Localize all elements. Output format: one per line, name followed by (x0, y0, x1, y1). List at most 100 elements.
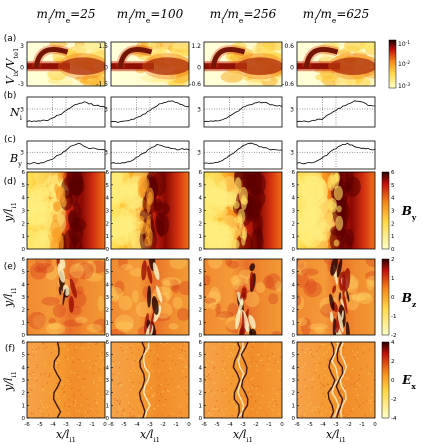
map-ytick: 4 (199, 196, 203, 202)
map-ytick: 5 (22, 183, 26, 189)
map-ytick: 3 (22, 295, 26, 301)
profile-ytick: 3 (20, 107, 24, 114)
profile-line (203, 142, 283, 164)
map-ytick: 1 (199, 234, 203, 240)
profile-panel: 3 (20, 140, 106, 170)
map-ytick: 4 (199, 365, 203, 371)
row-label-b: (b) (4, 91, 17, 101)
map-ytick: 0 (199, 416, 203, 422)
xtick: -2 (253, 422, 258, 428)
xtick: -2 (160, 422, 165, 428)
map-panel-d: 6 5 4 3 2 1 0 (106, 170, 190, 253)
xtick: -1 (266, 422, 271, 428)
map-ytick: 3 (106, 295, 110, 301)
map-ytick: 3 (199, 378, 203, 384)
map-ytick: 5 (292, 270, 296, 276)
map-ytick: 2 (22, 308, 26, 314)
map-ytick: 2 (199, 308, 203, 314)
map-ytick: 2 (22, 221, 26, 227)
xtick: 0 (187, 422, 191, 428)
column-header: mi/me=25 (37, 7, 96, 25)
map-ytick: 1 (199, 403, 203, 409)
profile-ytick: 3 (197, 107, 201, 114)
colorbar-e-label: 0 (391, 295, 395, 301)
colorbar-d-label: 1 (391, 234, 395, 240)
map-ytick: 1 (199, 320, 203, 326)
profile-line (203, 101, 283, 123)
map-ytick: 2 (292, 221, 296, 227)
map-ytick: 5 (292, 353, 296, 359)
map-panel-e: 6 5 4 3 2 1 0 (106, 257, 190, 339)
map-ytick: 1 (106, 403, 110, 409)
a-ytick: -3 (18, 81, 24, 88)
map-ytick: 0 (22, 333, 26, 339)
xtick: -6 (108, 422, 114, 428)
map-ytick: 4 (106, 365, 110, 371)
colorbar-a-label: 10-2 (398, 60, 410, 69)
map-ytick: 2 (22, 391, 26, 397)
map-ytick: 0 (22, 247, 26, 253)
map-ytick: 3 (199, 295, 203, 301)
map-ytick: 1 (292, 403, 296, 409)
field-label-by: By (401, 204, 417, 222)
xtick: -3 (63, 422, 69, 428)
map-ytick: 0 (292, 416, 296, 422)
map-ytick: 1 (22, 320, 26, 326)
map-ytick: 3 (199, 209, 203, 215)
colorbar-a-label: 10-3 (398, 82, 410, 91)
map-panel-f: 6 5 4 3 2 1 0 (22, 340, 106, 422)
map-ytick: 5 (22, 270, 26, 276)
colorbar-e (381, 258, 390, 336)
map-ytick: 1 (22, 234, 26, 240)
map-ytick: 5 (199, 353, 203, 359)
xtick: -5 (307, 422, 313, 428)
xtick: 0 (103, 422, 107, 428)
xtick: -4 (134, 422, 140, 428)
ylabel-c: By (9, 152, 22, 168)
map-ytick: 4 (199, 282, 203, 288)
map-ytick: 0 (106, 247, 110, 253)
profile-panel: 3 (197, 140, 283, 170)
a-ytick: -1.5 (96, 81, 108, 88)
map-ytick: 3 (22, 209, 26, 215)
map-panel-d: 6 5 4 3 2 1 0 (199, 170, 283, 253)
map-ytick: 0 (106, 416, 110, 422)
row-label-c: (c) (4, 135, 16, 145)
map-ytick: 1 (292, 234, 296, 240)
a-ytick: 0 (104, 64, 108, 71)
map-ytick: 3 (106, 378, 110, 384)
xlabel: x/li1 (56, 428, 76, 444)
map-ytick: 1 (292, 320, 296, 326)
map-ytick: 4 (22, 196, 26, 202)
map-panel-e: 6 5 4 3 2 1 0 (199, 257, 283, 339)
map-ytick: 3 (292, 295, 296, 301)
map-ytick: 2 (106, 391, 110, 397)
profile-panel: 3 (290, 96, 376, 128)
map-ytick: 6 (292, 170, 296, 176)
map-ytick: 6 (22, 340, 26, 346)
colorbar-d-label: 2 (391, 221, 395, 227)
a-ytick: 1.5 (98, 43, 108, 50)
map-ytick: 3 (292, 378, 296, 384)
a-ytick: 3 (20, 43, 24, 50)
xtick: -6 (24, 422, 30, 428)
a-ytick: 1.2 (191, 43, 201, 50)
profile-line (296, 142, 376, 165)
colorbar-d-label: 0 (391, 247, 395, 253)
profile-panel: 3 (104, 140, 190, 170)
xtick: -2 (76, 422, 81, 428)
profile-ytick: 3 (290, 107, 294, 114)
xtick: -5 (214, 422, 220, 428)
map-panel-f: 6 5 4 3 2 1 0 (199, 340, 283, 422)
column-header: mi/me=256 (210, 7, 277, 25)
colorbar-e-label: 2 (391, 257, 395, 263)
xtick: -1 (173, 422, 178, 428)
colorbar-d-label: 4 (391, 196, 395, 202)
a-ytick: 0 (20, 64, 24, 71)
xtick: -6 (294, 422, 300, 428)
map-panel-d: 6 5 4 3 2 1 0 (22, 170, 106, 253)
map-panel-f: 6 5 4 3 2 1 0 (292, 340, 376, 422)
phase-panel: 3 0 -3 (18, 41, 106, 88)
xlabel: x/li1 (233, 428, 253, 444)
xlabel: x/li1 (326, 428, 346, 444)
